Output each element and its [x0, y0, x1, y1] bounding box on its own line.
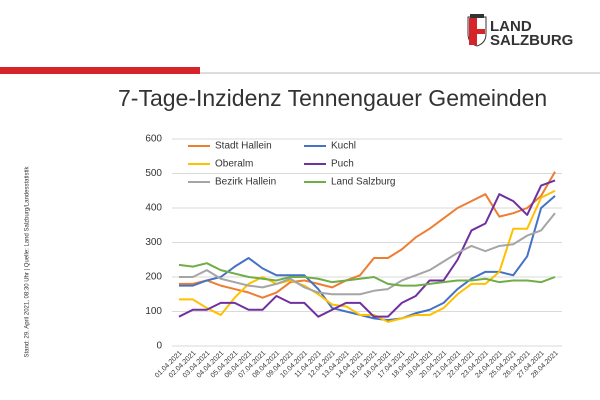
- legend-label: Bezirk Hallein: [215, 177, 276, 188]
- legend-label: Land Salzburg: [331, 177, 396, 188]
- legend-label: Kuchl: [331, 141, 356, 152]
- logo-text: LAND: [490, 18, 532, 35]
- logo-shield: [467, 14, 487, 47]
- y-tick-label: 100: [145, 306, 162, 317]
- y-tick-label: 300: [145, 237, 162, 248]
- series-line: [178, 262, 556, 287]
- y-tick-label: 400: [145, 203, 162, 214]
- series-line: [178, 212, 556, 296]
- legend-label: Stadt Hallein: [215, 141, 272, 152]
- legend-label: Puch: [331, 159, 354, 170]
- y-tick-label: 600: [145, 134, 162, 145]
- red-bar: [0, 67, 200, 74]
- legend-label: Oberalm: [215, 159, 253, 170]
- y-tick-label: 500: [145, 168, 162, 179]
- series-line: [178, 189, 556, 323]
- chart-title: 7-Tage-Inzidenz Tennengauer Gemeinden: [118, 85, 547, 111]
- series-line: [178, 179, 556, 318]
- series-line: [178, 195, 556, 322]
- y-tick-label: 0: [156, 341, 162, 352]
- y-tick-label: 200: [145, 272, 162, 283]
- logo-text: SALZBURG: [490, 32, 573, 49]
- side-note: Stand: 29. April 2021, 08:30 Uhr | Quell…: [25, 165, 31, 357]
